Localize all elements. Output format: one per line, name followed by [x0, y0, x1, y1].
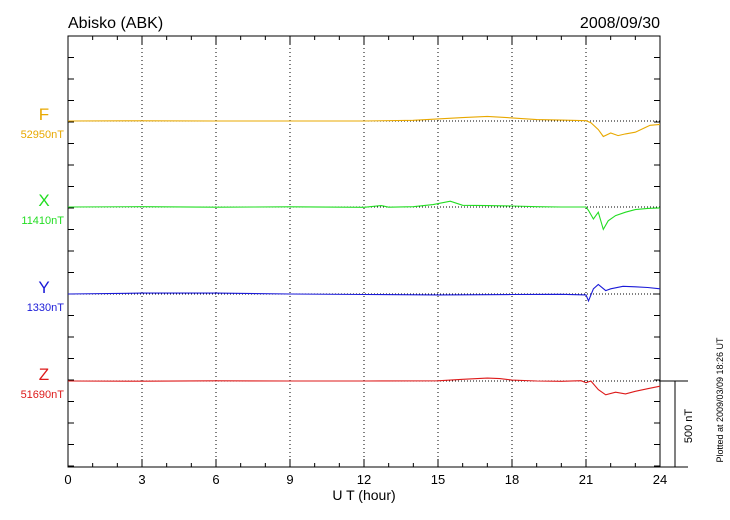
x-tick-label: 12 — [357, 472, 371, 487]
series-x-baseline-value: 11410nT — [21, 215, 64, 227]
series-f-baseline-value: 52950nT — [21, 129, 65, 141]
series-x-line — [67, 200, 661, 231]
x-tick-label: 9 — [286, 472, 293, 487]
x-tick-label: 3 — [138, 472, 145, 487]
x-tick-label: 21 — [579, 472, 593, 487]
x-tick-label: 6 — [212, 472, 219, 487]
series-f-line — [67, 115, 661, 138]
scale-bar-label: 500 nT — [683, 409, 695, 444]
series-labels: F 52950nT X 11410nT Y 1330nT Z 51690nT — [21, 105, 65, 401]
plotted-at-note: Plotted at 2009/03/09 18:26 UT — [715, 337, 725, 463]
x-tick-label: 0 — [64, 472, 71, 487]
date-label: 2008/09/30 — [580, 15, 660, 32]
series-z-baseline-value: 51690nT — [21, 389, 65, 401]
series-z-name: Z — [39, 365, 49, 384]
series-x-name: X — [38, 191, 49, 210]
series-y-baseline-value: 1330nT — [27, 302, 65, 314]
series-y-name: Y — [38, 278, 49, 297]
series-f-name: F — [39, 105, 49, 124]
x-tick-label: 15 — [431, 472, 445, 487]
x-tick-label: 24 — [653, 472, 667, 487]
station-title: Abisko (ABK) — [68, 15, 163, 32]
x-tick-labels: 0 3 6 9 12 15 18 21 24 — [64, 472, 667, 487]
x-axis-label: U T (hour) — [332, 487, 395, 503]
grid-lines — [141, 36, 587, 467]
series-traces — [67, 115, 661, 396]
scale-bar — [660, 380, 688, 468]
series-y-line — [67, 283, 661, 303]
x-tick-label: 18 — [505, 472, 519, 487]
series-z-line — [67, 377, 661, 396]
